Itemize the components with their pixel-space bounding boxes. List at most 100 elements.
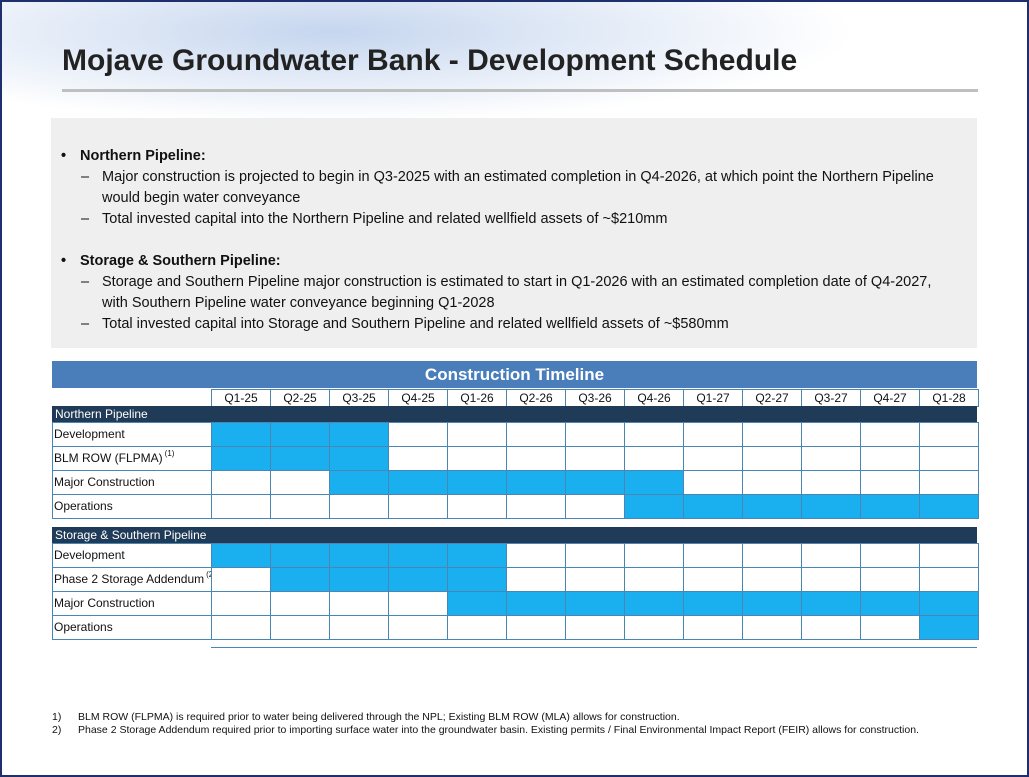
schedule-bar-cell — [388, 567, 448, 592]
schedule-bar-cell — [919, 615, 979, 640]
schedule-bar-cell — [447, 591, 507, 616]
schedule-cell — [624, 567, 684, 592]
schedule-cell — [506, 543, 566, 568]
schedule-cell — [270, 494, 330, 519]
schedule-cell — [801, 615, 861, 640]
schedule-cell — [270, 615, 330, 640]
schedule-bar-cell — [683, 494, 743, 519]
schedule-cell — [919, 470, 979, 495]
row-label-text: Phase 2 Storage Addendum — [54, 572, 205, 586]
schedule-bar-cell — [742, 591, 802, 616]
row-label-note: (2) — [206, 570, 211, 579]
schedule-bar-cell — [211, 543, 271, 568]
schedule-bar-cell — [742, 494, 802, 519]
schedule-cell — [683, 615, 743, 640]
row-label-text: Operations — [54, 620, 113, 634]
schedule-bar-cell — [329, 543, 389, 568]
schedule-bar-cell — [447, 567, 507, 592]
schedule-bar-cell — [565, 470, 625, 495]
schedule-cell — [624, 543, 684, 568]
schedule-bar-cell — [919, 591, 979, 616]
schedule-cell — [447, 494, 507, 519]
schedule-bar-cell — [447, 470, 507, 495]
schedule-cell — [801, 567, 861, 592]
schedule-bar-cell — [270, 543, 330, 568]
title-rule — [62, 89, 978, 92]
schedule-cell — [683, 470, 743, 495]
bullet-heading: Storage & Southern Pipeline: — [61, 251, 961, 272]
schedule-cell — [211, 567, 271, 592]
schedule-bar-cell — [447, 543, 507, 568]
quarter-header: Q2-26 — [506, 389, 566, 407]
schedule-cell — [624, 446, 684, 471]
footnote-number: 2) — [52, 724, 62, 736]
schedule-cell — [565, 494, 625, 519]
schedule-bar-cell — [565, 591, 625, 616]
section-header: Northern Pipeline — [52, 406, 977, 422]
quarter-header: Q1-26 — [447, 389, 507, 407]
bullet-group: Storage & Southern Pipeline: Storage and… — [61, 251, 961, 335]
schedule-cell — [683, 446, 743, 471]
quarter-header: Q3-27 — [801, 389, 861, 407]
schedule-cell — [506, 615, 566, 640]
schedule-cell — [329, 615, 389, 640]
schedule-cell — [565, 567, 625, 592]
quarter-header: Q3-26 — [565, 389, 625, 407]
schedule-cell — [801, 422, 861, 447]
schedule-cell — [211, 494, 271, 519]
schedule-bar-cell — [506, 591, 566, 616]
schedule-cell — [565, 422, 625, 447]
row-label: Development — [52, 543, 212, 568]
schedule-bar-cell — [860, 494, 920, 519]
quarter-header: Q2-27 — [742, 389, 802, 407]
schedule-cell — [683, 543, 743, 568]
schedule-bar-cell — [211, 446, 271, 471]
row-label-note: (1) — [164, 449, 175, 458]
schedule-cell — [565, 615, 625, 640]
schedule-cell — [801, 543, 861, 568]
schedule-bar-cell — [506, 470, 566, 495]
schedule-cell — [211, 615, 271, 640]
quarter-header: Q1-27 — [683, 389, 743, 407]
footnote-number: 1) — [52, 711, 62, 723]
quarter-header: Q4-27 — [860, 389, 920, 407]
schedule-bar-cell — [329, 422, 389, 447]
schedule-cell — [565, 446, 625, 471]
schedule-bar-cell — [860, 591, 920, 616]
schedule-cell — [919, 422, 979, 447]
schedule-cell — [919, 543, 979, 568]
row-label: Major Construction — [52, 470, 212, 495]
row-label: Operations — [52, 494, 212, 519]
schedule-cell — [742, 567, 802, 592]
schedule-cell — [742, 422, 802, 447]
row-label-text: Major Construction — [54, 475, 155, 489]
schedule-bar-cell — [624, 470, 684, 495]
schedule-bar-cell — [329, 446, 389, 471]
schedule-bar-cell — [329, 567, 389, 592]
schedule-bar-cell — [801, 591, 861, 616]
schedule-cell — [801, 470, 861, 495]
bullet-group: Northern Pipeline: Major construction is… — [61, 146, 961, 230]
footnote: 2) Phase 2 Storage Addendum required prio… — [52, 724, 919, 736]
footnote-text: Phase 2 Storage Addendum required prior … — [78, 724, 919, 736]
schedule-cell — [329, 591, 389, 616]
timeline-title: Construction Timeline — [52, 361, 977, 388]
schedule-bar-cell — [624, 591, 684, 616]
quarter-header: Q4-25 — [388, 389, 448, 407]
schedule-cell — [388, 591, 448, 616]
bullet-item: Storage and Southern Pipeline major cons… — [61, 272, 961, 314]
schedule-bar-cell — [624, 494, 684, 519]
schedule-cell — [860, 543, 920, 568]
row-label-text: BLM ROW (FLPMA) — [54, 451, 163, 465]
table-bottom-rule — [211, 647, 977, 648]
schedule-cell — [860, 567, 920, 592]
schedule-bar-cell — [801, 494, 861, 519]
schedule-cell — [565, 543, 625, 568]
bullet-item: Major construction is projected to begin… — [61, 167, 961, 209]
schedule-bar-cell — [388, 470, 448, 495]
schedule-bar-cell — [919, 494, 979, 519]
row-label: Operations — [52, 615, 212, 640]
schedule-cell — [624, 615, 684, 640]
bullet-box: Northern Pipeline: Major construction is… — [51, 118, 977, 348]
